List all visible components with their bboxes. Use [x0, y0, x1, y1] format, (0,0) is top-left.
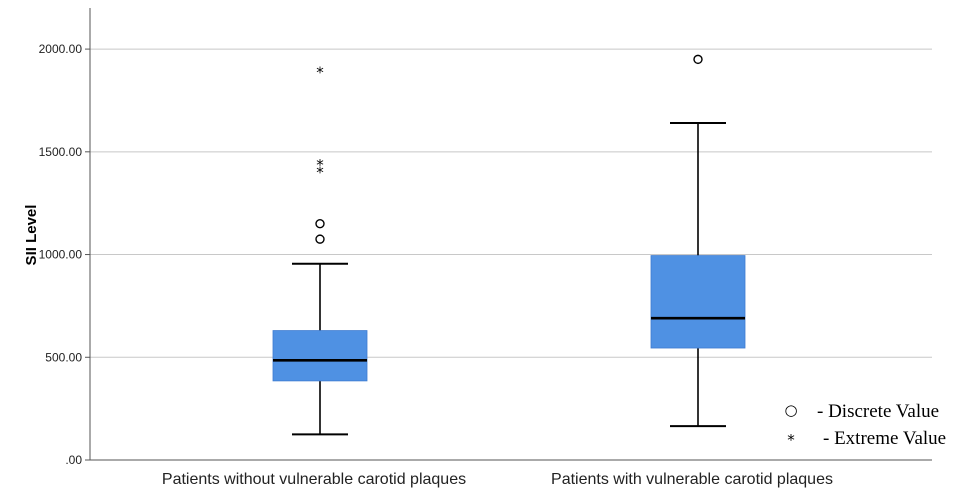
box-group: *** — [272, 64, 368, 436]
category-label: Patients with vulnerable carotid plaques — [551, 471, 833, 488]
legend-extreme-label: - Extreme Value — [823, 428, 946, 449]
y-tick-label: 500.00 — [45, 350, 82, 364]
extreme-outlier: * — [316, 163, 324, 181]
discrete-outlier — [315, 234, 325, 244]
y-tick-label: 2000.00 — [39, 42, 83, 56]
legend: ○ - Discrete Value * - Extreme Value — [784, 401, 946, 449]
gridlines — [90, 48, 932, 358]
discrete-outlier — [315, 219, 325, 229]
boxes: *** — [272, 54, 746, 436]
extreme-outlier: * — [316, 156, 324, 174]
legend-extreme-symbol: * — [787, 431, 795, 449]
y-tick-label: .00 — [65, 453, 82, 467]
iqr-box — [650, 255, 746, 349]
legend-discrete-symbol: ○ — [784, 401, 797, 419]
y-tick-label: 1000.00 — [39, 248, 83, 262]
discrete-outlier — [693, 54, 703, 65]
legend-discrete-label: - Discrete Value — [817, 401, 939, 422]
y-tick-label: 1500.00 — [39, 145, 83, 159]
y-tick-labels: .00 500.00 1000.00 1500.00 2000.00 — [39, 42, 90, 467]
extreme-outlier: * — [316, 64, 324, 82]
y-axis-label: SII Level — [23, 205, 40, 266]
iqr-box — [272, 330, 368, 382]
category-label: Patients without vulnerable carotid plaq… — [162, 471, 466, 488]
category-labels: Patients without vulnerable carotid plaq… — [162, 471, 833, 488]
box-group — [650, 54, 746, 428]
